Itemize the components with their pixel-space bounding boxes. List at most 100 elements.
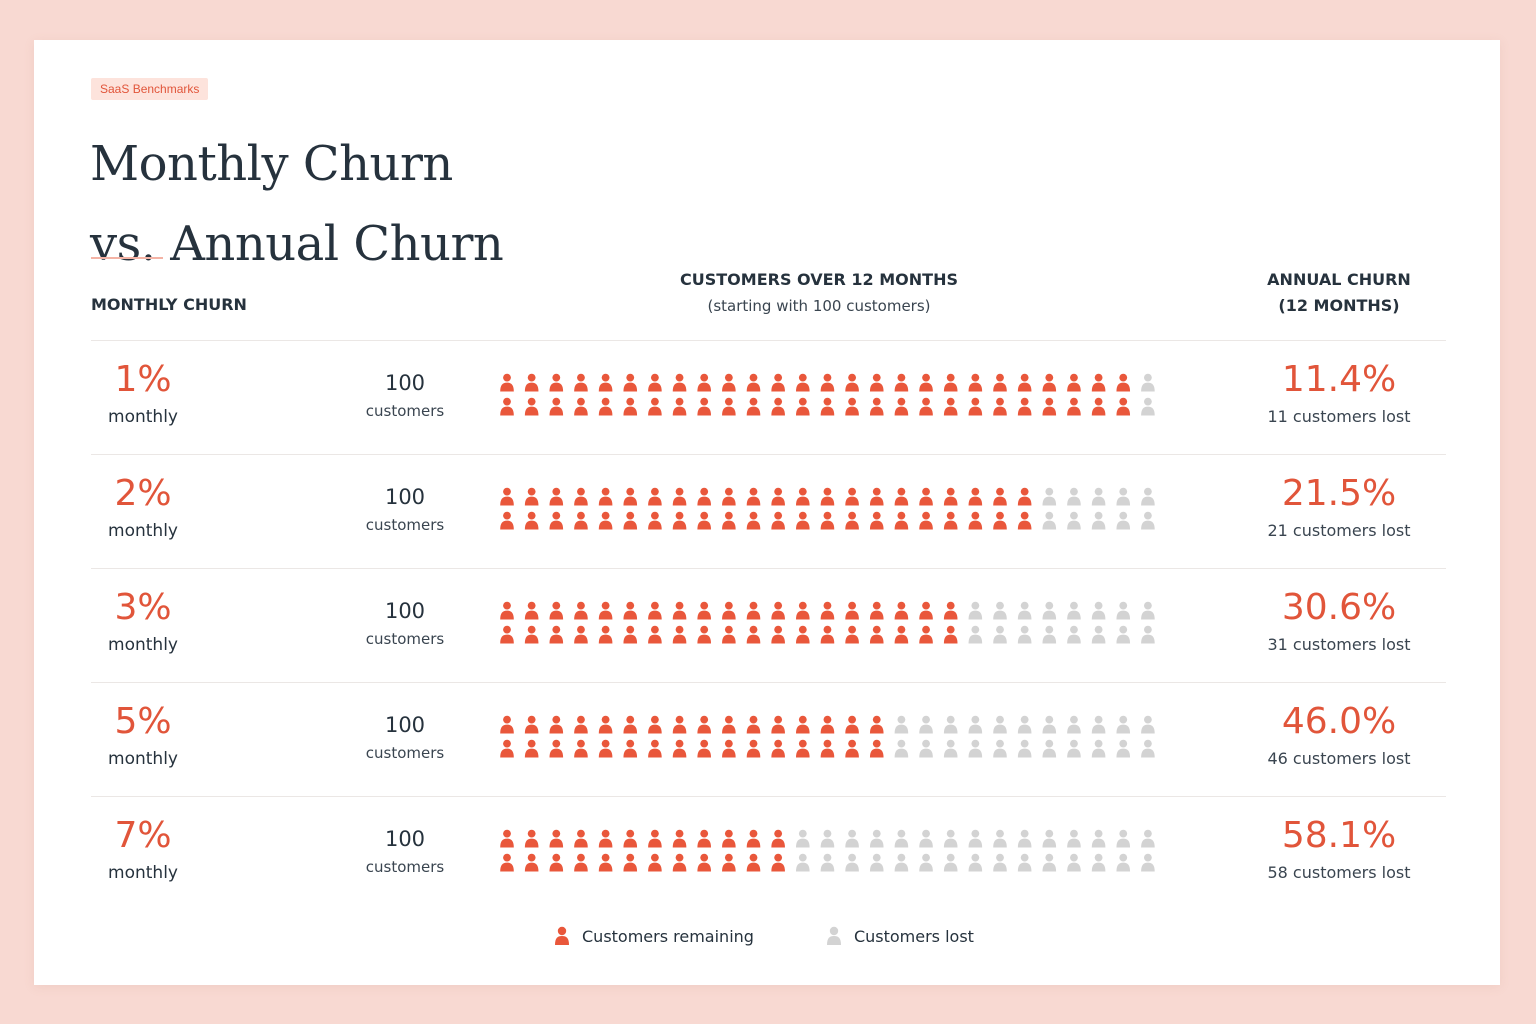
person-remaining-icon <box>672 601 687 620</box>
person-remaining-icon <box>697 853 711 872</box>
person-remaining-icon <box>771 739 785 758</box>
person-lost-icon <box>1042 853 1057 872</box>
person-remaining-icon <box>894 511 909 530</box>
customers-lost-label: 46 customers lost <box>1267 749 1411 768</box>
person-remaining-icon <box>500 397 514 416</box>
person-lost-icon <box>796 829 810 848</box>
person-lost-icon <box>1042 625 1057 644</box>
person-remaining-icon <box>648 511 662 530</box>
person-lost-icon <box>1116 829 1131 848</box>
person-lost-icon <box>968 601 983 620</box>
person-remaining-icon <box>722 853 736 872</box>
person-lost-icon <box>943 739 958 758</box>
person-lost-icon <box>1067 829 1081 848</box>
customers-header-title: CUSTOMERS OVER 12 MONTHS <box>680 270 958 289</box>
page-title: Monthly Churn vs. Annual Churn <box>90 124 504 284</box>
person-remaining-icon <box>722 601 736 620</box>
person-lost-icon <box>1141 739 1155 758</box>
person-remaining-icon <box>722 397 736 416</box>
person-remaining-icon <box>919 373 933 392</box>
person-lost-icon <box>1091 739 1106 758</box>
starting-customers-value: 100 <box>384 371 426 395</box>
person-remaining-icon <box>648 625 662 644</box>
person-remaining-icon <box>722 739 736 758</box>
person-lost-icon <box>993 715 1007 734</box>
person-lost-icon <box>1141 373 1155 392</box>
person-remaining-icon <box>500 487 514 506</box>
person-remaining-icon <box>549 715 564 734</box>
monthly-churn-label: monthly <box>108 749 178 769</box>
person-remaining-icon <box>722 487 736 506</box>
person-lost-icon <box>1141 487 1155 506</box>
starting-customers-label: customers <box>365 630 445 648</box>
person-remaining-icon <box>549 601 564 620</box>
monthly-churn-label: monthly <box>108 635 178 655</box>
person-remaining-icon <box>598 397 613 416</box>
person-remaining-icon <box>598 373 613 392</box>
person-lost-icon <box>993 601 1007 620</box>
person-remaining-icon <box>993 373 1007 392</box>
person-remaining-icon <box>722 373 736 392</box>
person-remaining-icon <box>993 487 1007 506</box>
person-remaining-icon <box>796 373 810 392</box>
person-lost-icon <box>1141 829 1155 848</box>
person-remaining-icon <box>524 487 539 506</box>
person-remaining-icon <box>623 487 638 506</box>
person-remaining-icon <box>524 625 539 644</box>
person-remaining-icon <box>697 397 711 416</box>
person-remaining-icon <box>894 601 909 620</box>
person-remaining-icon <box>820 373 835 392</box>
person-remaining-icon <box>968 511 983 530</box>
starting-customers-value: 100 <box>384 827 426 851</box>
person-remaining-icon <box>919 511 933 530</box>
person-remaining-icon <box>869 739 884 758</box>
person-remaining-icon <box>623 739 638 758</box>
person-lost-icon <box>1017 625 1032 644</box>
person-remaining-icon <box>524 373 539 392</box>
person-remaining-icon <box>623 511 638 530</box>
person-lost-icon <box>1042 601 1057 620</box>
person-remaining-icon <box>524 853 539 872</box>
person-remaining-icon <box>722 829 736 848</box>
person-remaining-icon <box>672 853 687 872</box>
person-lost-icon <box>845 829 859 848</box>
person-remaining-icon <box>598 601 613 620</box>
customer-pictogram <box>500 373 1155 416</box>
person-lost-icon <box>968 829 983 848</box>
person-remaining-icon <box>771 511 785 530</box>
person-lost-icon <box>993 853 1007 872</box>
person-remaining-icon <box>968 397 983 416</box>
person-remaining-icon <box>746 715 761 734</box>
monthly-churn-header: MONTHLY CHURN <box>91 295 247 314</box>
infographic-card: SaaS Benchmarks Monthly Churn vs. Annual… <box>34 40 1500 985</box>
person-lost-icon <box>919 715 933 734</box>
person-remaining-icon <box>746 829 761 848</box>
title-line-2: vs. Annual Churn <box>90 216 504 272</box>
person-lost-icon <box>1091 487 1106 506</box>
person-remaining-icon <box>820 511 835 530</box>
person-remaining-icon <box>574 373 588 392</box>
person-lost-icon <box>1091 829 1106 848</box>
person-lost-icon <box>1017 853 1032 872</box>
churn-row: 7% monthly 100 customers 58.1% 58 customers l… <box>91 796 1446 910</box>
person-lost-icon <box>1091 715 1106 734</box>
person-lost-icon <box>894 829 909 848</box>
person-lost-icon <box>1091 601 1106 620</box>
person-remaining-icon <box>648 373 662 392</box>
monthly-churn-value: 2% <box>114 473 172 514</box>
person-remaining-icon <box>500 511 514 530</box>
person-remaining-icon <box>943 373 958 392</box>
legend-remaining-label: Customers remaining <box>582 926 754 946</box>
annual-churn-value: 58.1% <box>1281 815 1397 856</box>
person-remaining-icon <box>845 715 859 734</box>
person-remaining-icon <box>524 511 539 530</box>
person-remaining-icon <box>672 511 687 530</box>
person-remaining-icon <box>771 829 785 848</box>
annual-churn-header-line-1: ANNUAL CHURN <box>1267 270 1411 289</box>
person-remaining-icon <box>623 853 638 872</box>
person-remaining-icon <box>845 487 859 506</box>
person-remaining-icon <box>820 487 835 506</box>
person-remaining-icon <box>1042 397 1057 416</box>
person-lost-icon <box>943 715 958 734</box>
person-remaining-icon <box>771 625 785 644</box>
